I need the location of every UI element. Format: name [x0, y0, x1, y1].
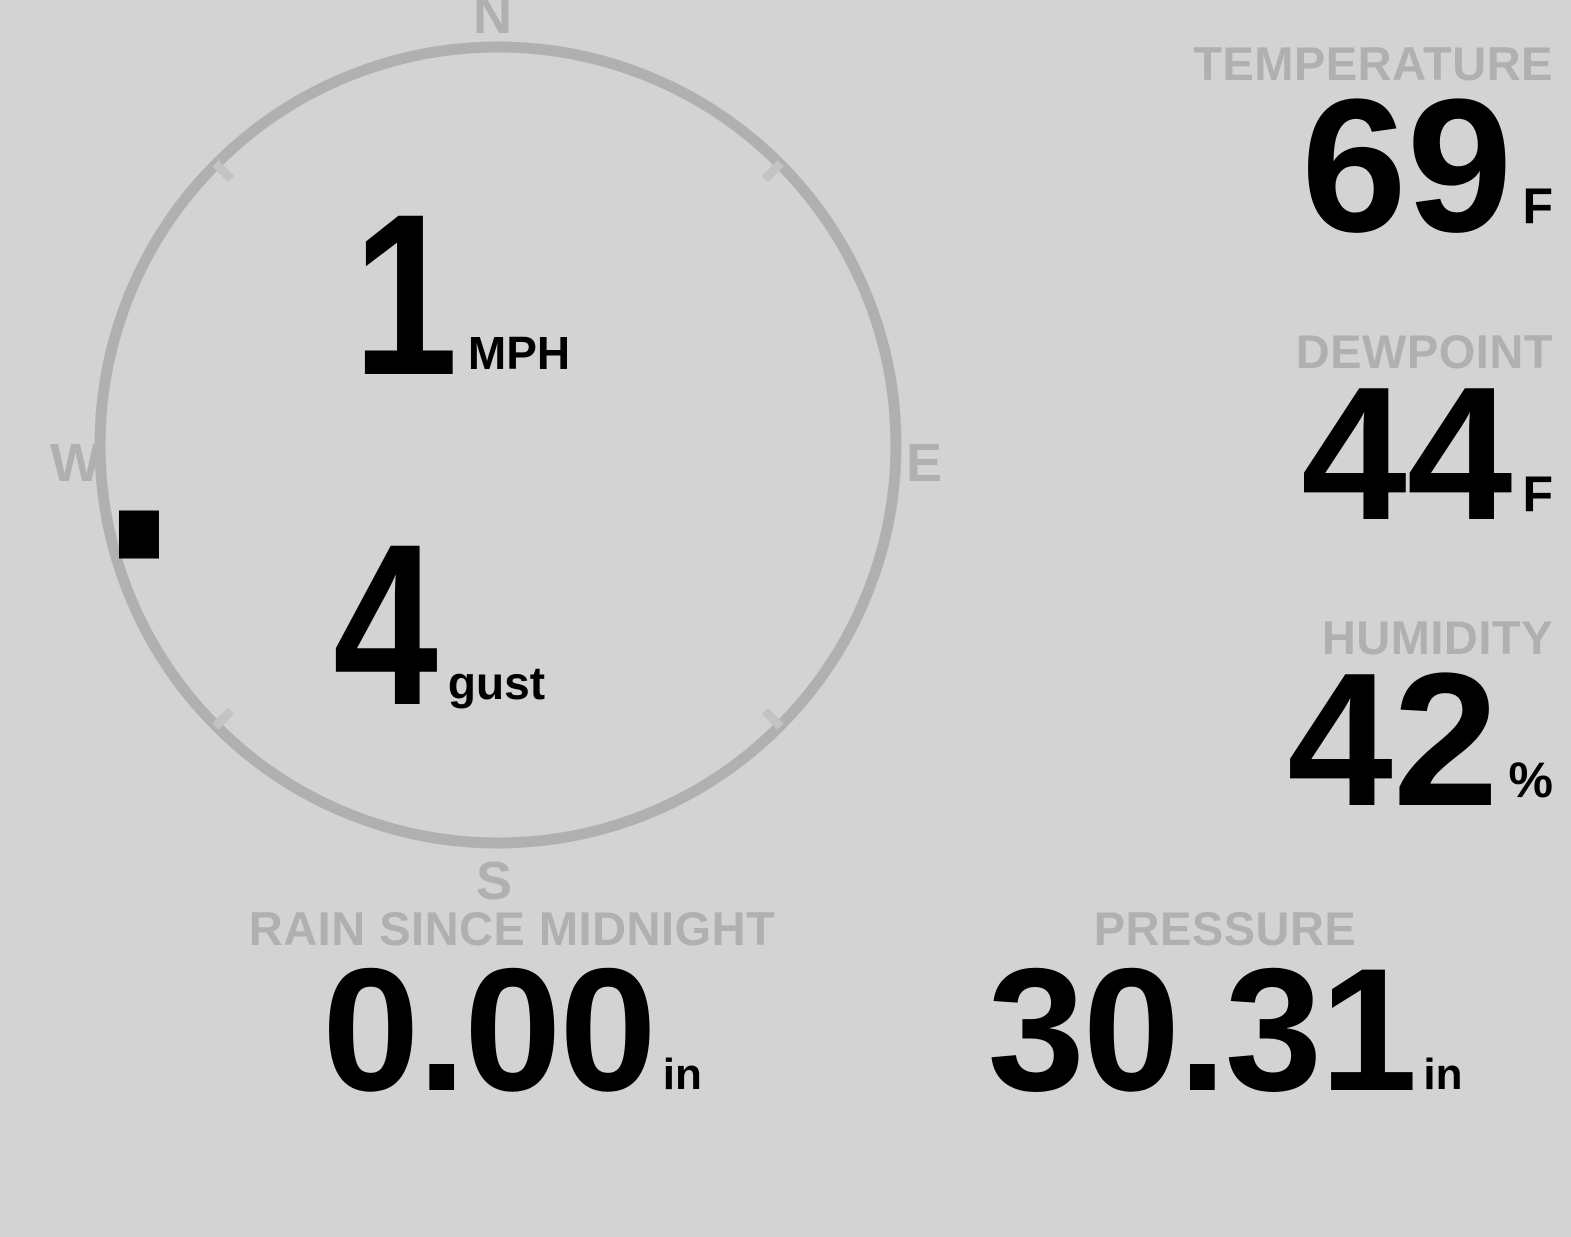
metric-humidity-caption: HUMIDITY — [1321, 611, 1553, 664]
metric-rain-unit: in — [662, 1049, 702, 1099]
metric-rain-value-row: 0.00 in — [232, 933, 792, 1128]
metric-dewpoint-unit: F — [1522, 465, 1553, 522]
wind-direction-marker — [118, 510, 159, 559]
metric-pressure-unit: in — [1423, 1049, 1463, 1099]
compass-ring-graphic — [94, 41, 902, 849]
wind-speed-readout: 1 MPH — [330, 166, 571, 423]
metric-dewpoint[interactable]: DEWPOINT 44 F — [1295, 325, 1553, 560]
wind-gust-value: 4 — [333, 496, 438, 753]
metric-temperature-caption: TEMPERATURE — [1193, 37, 1553, 90]
metric-temperature[interactable]: TEMPERATURE 69 F — [1193, 37, 1553, 272]
compass-label-north: N — [473, 0, 512, 45]
metric-pressure-value-row: 30.31 in — [905, 933, 1545, 1128]
compass-label-east: E — [906, 433, 943, 493]
wind-speed-unit: MPH — [467, 327, 571, 380]
wind-compass-dial[interactable]: N E S W 1 MPH 4 gust — [0, 0, 1000, 930]
metric-humidity-value: 42 — [1287, 634, 1499, 846]
metric-pressure[interactable]: PRESSURE 30.31 in — [905, 902, 1545, 1128]
compass-ring-circle — [94, 41, 902, 849]
wind-speed-value: 1 — [353, 166, 458, 423]
metric-humidity[interactable]: HUMIDITY 42 % — [1287, 611, 1553, 846]
metric-dewpoint-caption: DEWPOINT — [1295, 325, 1553, 378]
metric-pressure-caption: PRESSURE — [1093, 902, 1357, 955]
wind-gust-readout: 4 gust — [310, 496, 546, 753]
metric-rain-caption: RAIN SINCE MIDNIGHT — [248, 902, 776, 955]
metric-dewpoint-value: 44 — [1301, 348, 1513, 560]
metric-rain-since-midnight[interactable]: RAIN SINCE MIDNIGHT 0.00 in — [232, 902, 792, 1128]
wind-gust-unit: gust — [447, 657, 546, 710]
metric-temperature-unit: F — [1522, 177, 1553, 234]
metric-temperature-value: 69 — [1301, 60, 1513, 272]
compass-tick-marks — [212, 160, 784, 730]
compass-label-south: S — [476, 851, 513, 911]
metric-pressure-value: 30.31 — [987, 933, 1417, 1128]
metric-rain-value: 0.00 — [322, 933, 657, 1128]
metric-temperature-value-row: 69 F — [1193, 60, 1553, 272]
metric-humidity-value-row: 42 % — [1287, 634, 1553, 846]
metric-humidity-unit: % — [1508, 751, 1553, 808]
metric-dewpoint-value-row: 44 F — [1296, 348, 1553, 560]
compass-label-west: W — [50, 433, 101, 493]
